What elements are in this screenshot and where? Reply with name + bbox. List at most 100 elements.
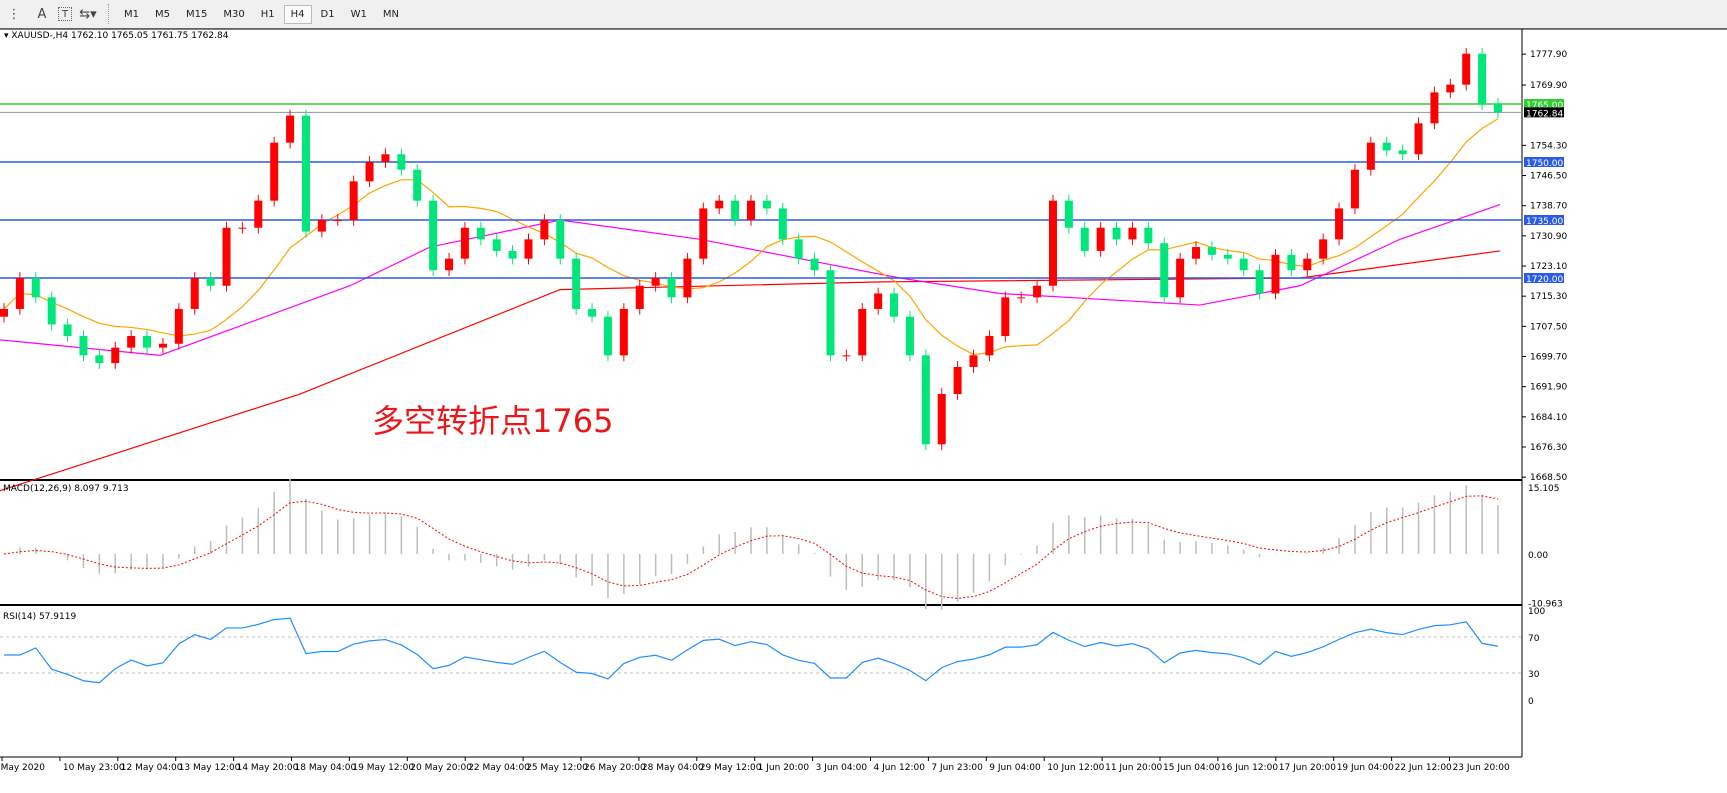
- candle-body: [1494, 103, 1502, 113]
- candle-body: [1271, 254, 1280, 294]
- price-level-badge: [1524, 157, 1564, 167]
- candle-body: [301, 115, 310, 232]
- time-tick-label: 29 May 12:00: [700, 763, 762, 773]
- candle-body: [333, 220, 342, 222]
- price-tick-label: 1699.70: [1530, 353, 1567, 363]
- candle-body: [715, 200, 724, 209]
- grid-f-icon[interactable]: ⋮: [7, 6, 21, 22]
- candle-body: [508, 250, 517, 259]
- timeframe-d1[interactable]: D1: [320, 8, 335, 20]
- ma-orange-line: [3, 118, 1499, 356]
- candle-body: [1350, 169, 1359, 209]
- candle-body: [31, 278, 40, 298]
- candle-body: [826, 270, 835, 356]
- time-tick-label: 3 Jun 04:00: [816, 763, 868, 773]
- price-tick-label: 1777.90: [1530, 50, 1567, 60]
- price-level-label: 1720.00: [1526, 275, 1563, 285]
- candle-body: [953, 366, 962, 395]
- candle-body: [1239, 258, 1248, 271]
- candle-body: [413, 169, 422, 201]
- candle-body: [1192, 247, 1201, 259]
- price-level-badge: [1524, 98, 1564, 109]
- candle-body: [874, 293, 883, 309]
- candle-body: [1207, 247, 1216, 255]
- price-tick-label: 1684.10: [1530, 413, 1567, 423]
- candle-body: [238, 227, 247, 229]
- candle-body: [1223, 254, 1232, 259]
- candle-body: [1319, 239, 1328, 259]
- time-tick-label: 22 Jun 12:00: [1395, 763, 1452, 773]
- price-tick-label: 1723.10: [1530, 262, 1567, 272]
- pane-divider: [0, 479, 1522, 481]
- candle-body: [619, 308, 628, 356]
- candle-body: [699, 208, 708, 259]
- timeframe-m15[interactable]: M15: [186, 8, 208, 20]
- candle-body: [937, 394, 946, 445]
- price-tick-label: 1707.50: [1530, 322, 1567, 332]
- candle-body: [1080, 227, 1089, 251]
- ma-red-line: [0, 250, 1501, 492]
- text-icon[interactable]: A: [37, 6, 47, 22]
- candle-body: [762, 200, 771, 209]
- candle-body: [858, 308, 867, 356]
- toolbar-separator: [108, 4, 110, 24]
- candle-body: [476, 227, 485, 240]
- timeframe-m30[interactable]: M30: [223, 8, 245, 20]
- time-tick-label: 19 Jun 04:00: [1337, 763, 1394, 773]
- rsi-tick-label: 100: [1528, 607, 1545, 617]
- candle-body: [921, 355, 930, 445]
- timeframe-h4[interactable]: H4: [283, 4, 312, 24]
- time-tick-label: 11 Jun 20:00: [1105, 763, 1162, 773]
- time-tick-label: 16 Jun 12:00: [1221, 763, 1278, 773]
- candle-body: [95, 355, 104, 364]
- time-tick-label: 1 Jun 20:00: [758, 763, 810, 773]
- candle-body: [190, 278, 199, 309]
- candle-body: [381, 154, 390, 162]
- candle-body: [810, 258, 819, 271]
- price-tick-label: 1668.50: [1530, 473, 1567, 483]
- candle-body: [1366, 142, 1375, 170]
- time-tick-label: 10 May 23:00: [63, 763, 125, 773]
- time-tick-label: 9 Jun 04:00: [989, 763, 1041, 773]
- candle-body: [1287, 254, 1296, 271]
- candle-body: [270, 142, 279, 201]
- rsi-label: RSI(14) 57.9119: [3, 612, 76, 622]
- candle-body: [1033, 285, 1042, 298]
- symbol-ohlc: XAUUSD-,H4 1762.10 1765.05 1761.75 1762.…: [11, 31, 229, 41]
- candle-body: [1160, 243, 1169, 298]
- time-tick-label: 19 May 12:00: [352, 763, 414, 773]
- candle-body: [79, 336, 88, 356]
- time-tick-label: 28 May 04:00: [642, 763, 704, 773]
- candle-body: [794, 239, 803, 259]
- candle-body: [635, 285, 644, 309]
- timeframe-h1[interactable]: H1: [260, 8, 275, 20]
- toolbar: ⋮ A T ⇆▾ M1 M5 M15 M30 H1 H4 D1 W1 MN: [0, 0, 1727, 29]
- candle-body: [1303, 258, 1312, 271]
- time-tick-label: 26 May 20:00: [584, 763, 646, 773]
- candle-body: [158, 343, 167, 348]
- rsi-tick-label: 70: [1528, 634, 1540, 644]
- price-tick-label: 1746.50: [1530, 172, 1567, 182]
- candle-body: [890, 293, 899, 317]
- timeframe-m5[interactable]: M5: [155, 8, 170, 20]
- time-tick-label: 13 May 12:00: [179, 763, 241, 773]
- timeframe-w1[interactable]: W1: [350, 8, 367, 20]
- candle-body: [524, 239, 533, 259]
- macd-tick-label: 15.105: [1528, 484, 1560, 494]
- price-tick-label: 1691.90: [1530, 383, 1567, 393]
- timeframe-m1[interactable]: M1: [124, 8, 139, 20]
- price-level-badge: [1524, 107, 1564, 118]
- candle-body: [1430, 92, 1439, 124]
- time-tick-label: 20 May 20:00: [410, 763, 472, 773]
- macd-tick-label: -10.963: [1528, 600, 1563, 610]
- time-tick-label: 15 Jun 04:00: [1163, 763, 1220, 773]
- candle-body: [127, 336, 136, 348]
- text-label-icon[interactable]: T: [58, 7, 72, 21]
- candle-body: [1255, 270, 1264, 294]
- candle-body: [683, 258, 692, 298]
- rsi-tick-label: 30: [1528, 670, 1540, 680]
- arrows-icon[interactable]: ⇆▾: [79, 6, 97, 22]
- timeframe-mn[interactable]: MN: [382, 8, 399, 20]
- candle-body: [1096, 227, 1105, 251]
